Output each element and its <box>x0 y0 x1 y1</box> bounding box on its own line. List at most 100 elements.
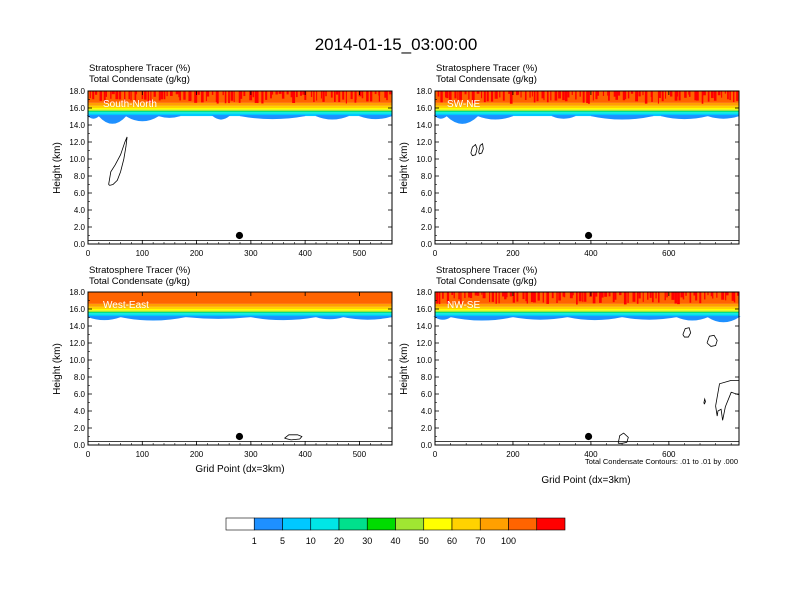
tracer-streak <box>205 91 207 102</box>
y-axis-label: Height (km) <box>52 343 63 395</box>
tracer-streak <box>302 91 305 95</box>
tracer-streak <box>490 91 494 102</box>
x-tick-label: 300 <box>244 450 258 459</box>
colorbar-label: 10 <box>306 536 316 546</box>
panel-header-line1: Stratosphere Tracer (%) <box>436 63 537 74</box>
y-tick-label: 10.0 <box>69 356 85 365</box>
colorbar-swatch <box>225 517 255 531</box>
tracer-streak <box>163 91 166 100</box>
tracer-streak <box>281 91 285 99</box>
x-tick-label: 0 <box>86 249 91 258</box>
panel-header-line2: Total Condensate (g/kg) <box>89 276 190 287</box>
tracer-streak <box>325 91 327 97</box>
tracer-streak <box>135 91 138 95</box>
tracer-band <box>88 110 392 113</box>
tracer-streak <box>608 91 610 101</box>
tracer-streak <box>530 292 534 302</box>
tracer-streak <box>516 292 519 302</box>
tracer-streak <box>334 91 336 102</box>
tracer-streak <box>316 91 318 101</box>
tracer-streak <box>677 292 680 305</box>
tracer-streak <box>286 91 289 95</box>
location-marker <box>584 432 593 441</box>
y-tick-label: 16.0 <box>69 104 85 113</box>
tracer-streak <box>546 292 548 301</box>
tracer-streak <box>627 91 630 99</box>
colorbar-swatch <box>451 517 481 531</box>
tracer-streak <box>238 91 241 103</box>
colorbar-label: 40 <box>390 536 400 546</box>
tracer-band <box>435 309 739 311</box>
tracer-streak <box>160 91 164 100</box>
panel-name-label: NW-SE <box>447 300 480 311</box>
x-tick-label: 200 <box>190 450 204 459</box>
tracer-streak <box>440 91 443 103</box>
tracer-streak <box>468 292 471 298</box>
tracer-streak <box>472 91 475 104</box>
tracer-streak <box>529 91 531 98</box>
tracer-streak <box>658 91 661 98</box>
tracer-streak <box>599 292 602 303</box>
y-tick-label: 12.0 <box>69 339 85 348</box>
tracer-band <box>88 309 392 311</box>
tracer-streak <box>201 91 204 103</box>
tracer-streak <box>495 292 497 304</box>
tracer-streak <box>558 292 561 301</box>
colorbar-label: 30 <box>362 536 372 546</box>
colorbar-swatch <box>423 517 453 531</box>
y-tick-label: 0.0 <box>74 240 86 249</box>
tracer-band <box>435 113 739 117</box>
tracer-streak <box>240 91 243 99</box>
y-tick-label: 18.0 <box>416 87 432 96</box>
tracer-streak <box>630 91 634 94</box>
tracer-dip <box>477 115 514 120</box>
tracer-streak <box>531 91 533 97</box>
tracer-band <box>88 310 392 312</box>
colorbar-swatch <box>395 517 425 531</box>
tracer-streak <box>647 292 649 300</box>
tracer-streak <box>499 91 501 98</box>
y-tick-label: 12.0 <box>69 138 85 147</box>
tracer-streak <box>474 292 478 296</box>
panel-nw-se: 0.0 2.0 4.0 6.0 8.0 10.0 12.0 14.0 16.0 18.0 0 200 4… <box>399 265 741 486</box>
tracer-streak <box>166 91 168 97</box>
tracer-streak <box>115 91 119 100</box>
y-tick-label: 2.0 <box>421 223 433 232</box>
tracer-streak <box>571 91 573 95</box>
tracer-streak <box>710 292 713 297</box>
tracer-streak <box>374 91 377 95</box>
tracer-streak <box>476 91 480 94</box>
tracer-streak <box>175 91 179 95</box>
tracer-streak <box>483 91 486 103</box>
tracer-streak <box>671 292 675 300</box>
tracer-streak <box>550 91 552 101</box>
y-tick-label: 14.0 <box>416 121 432 130</box>
tracer-streak <box>584 292 587 302</box>
y-tick-label: 8.0 <box>421 373 433 382</box>
tracer-streak <box>275 91 278 95</box>
plot-area: 0.0 2.0 4.0 6.0 8.0 10.0 12.0 14.0 16.0 18.0 0 200 4… <box>416 288 741 459</box>
tracer-streak <box>532 292 536 303</box>
tracer-streak <box>601 292 604 298</box>
tracer-streak <box>278 91 282 94</box>
y-tick-label: 6.0 <box>74 390 86 399</box>
y-tick-label: 18.0 <box>416 288 432 297</box>
tracer-streak <box>517 91 520 95</box>
condensate-contour <box>706 334 718 347</box>
tracer-streak <box>243 91 246 97</box>
condensate-contour <box>703 397 706 405</box>
tracer-dip <box>590 115 654 120</box>
tracer-band <box>88 306 392 309</box>
tracer-streak <box>729 91 731 101</box>
tracer-streak <box>194 91 198 103</box>
tracer-streak <box>144 91 147 100</box>
tracer-band <box>88 292 392 304</box>
colorbar-swatch <box>310 517 340 531</box>
tracer-streak <box>733 91 735 103</box>
tracer-streak <box>522 292 525 300</box>
x-tick-label: 500 <box>353 249 367 258</box>
tracer-streak <box>506 292 508 298</box>
tracer-streak <box>725 292 729 296</box>
tracer-streak <box>335 91 339 95</box>
